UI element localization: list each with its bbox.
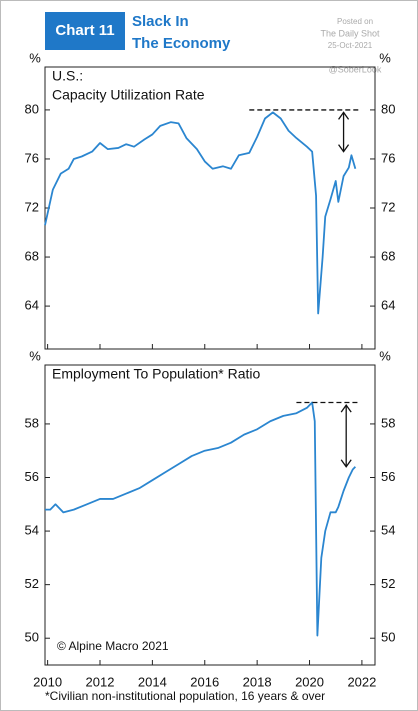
y-tick-label: 58 bbox=[25, 415, 39, 430]
data-line bbox=[44, 111, 357, 315]
x-tick-label: 2012 bbox=[86, 674, 115, 689]
arrow-head bbox=[338, 111, 350, 120]
badge bbox=[45, 12, 125, 50]
y-tick-label: 50 bbox=[381, 630, 395, 645]
arrow-head bbox=[340, 404, 352, 413]
y-tick-label: 76 bbox=[25, 150, 39, 165]
posted: The Daily Shot bbox=[320, 28, 380, 38]
y-tick-label: 54 bbox=[381, 523, 395, 538]
y-unit: % bbox=[379, 50, 391, 65]
posted: 25-Oct-2021 bbox=[328, 41, 373, 50]
footnote: *Civilian non-institutional population, … bbox=[45, 689, 325, 703]
x-tick-label: 2022 bbox=[347, 674, 376, 689]
y-unit: % bbox=[29, 50, 41, 65]
handle: @SoberLook bbox=[329, 64, 382, 74]
title: Slack In bbox=[132, 13, 189, 30]
y-tick-label: 56 bbox=[25, 469, 39, 484]
x-tick-label: 2016 bbox=[190, 674, 219, 689]
y-tick-label: 52 bbox=[381, 576, 395, 591]
panel-title: U.S.: bbox=[52, 68, 83, 84]
y-tick-label: 52 bbox=[25, 576, 39, 591]
badge-text: Chart 11 bbox=[55, 22, 114, 39]
panel-title: Employment To Population* Ratio bbox=[52, 366, 261, 382]
x-tick-label: 2018 bbox=[243, 674, 272, 689]
y-unit: % bbox=[29, 348, 41, 363]
arrow-head bbox=[340, 459, 352, 468]
y-tick-label: 76 bbox=[381, 150, 395, 165]
y-unit: % bbox=[379, 348, 391, 363]
y-tick-label: 56 bbox=[381, 469, 395, 484]
y-tick-label: 64 bbox=[381, 298, 395, 313]
posted: Posted on bbox=[337, 17, 373, 26]
plot-frame bbox=[44, 364, 376, 666]
y-tick-label: 68 bbox=[381, 248, 395, 263]
y-tick-label: 72 bbox=[25, 199, 39, 214]
y-tick-label: 80 bbox=[25, 101, 39, 116]
x-tick-label: 2010 bbox=[33, 674, 62, 689]
panel-title: Capacity Utilization Rate bbox=[52, 87, 205, 103]
y-tick-label: 54 bbox=[25, 523, 39, 538]
title: The Economy bbox=[132, 35, 231, 52]
y-tick-label: 80 bbox=[381, 101, 395, 116]
x-tick-label: 2020 bbox=[295, 674, 324, 689]
y-tick-label: 72 bbox=[381, 199, 395, 214]
data-line bbox=[45, 401, 357, 637]
copyright: © Alpine Macro 2021 bbox=[57, 639, 169, 653]
y-tick-label: 50 bbox=[25, 630, 39, 645]
y-tick-label: 68 bbox=[25, 248, 39, 263]
y-tick-label: 58 bbox=[381, 415, 395, 430]
y-tick-label: 64 bbox=[25, 298, 39, 313]
arrow-head bbox=[338, 144, 350, 153]
x-tick-label: 2014 bbox=[138, 674, 167, 689]
